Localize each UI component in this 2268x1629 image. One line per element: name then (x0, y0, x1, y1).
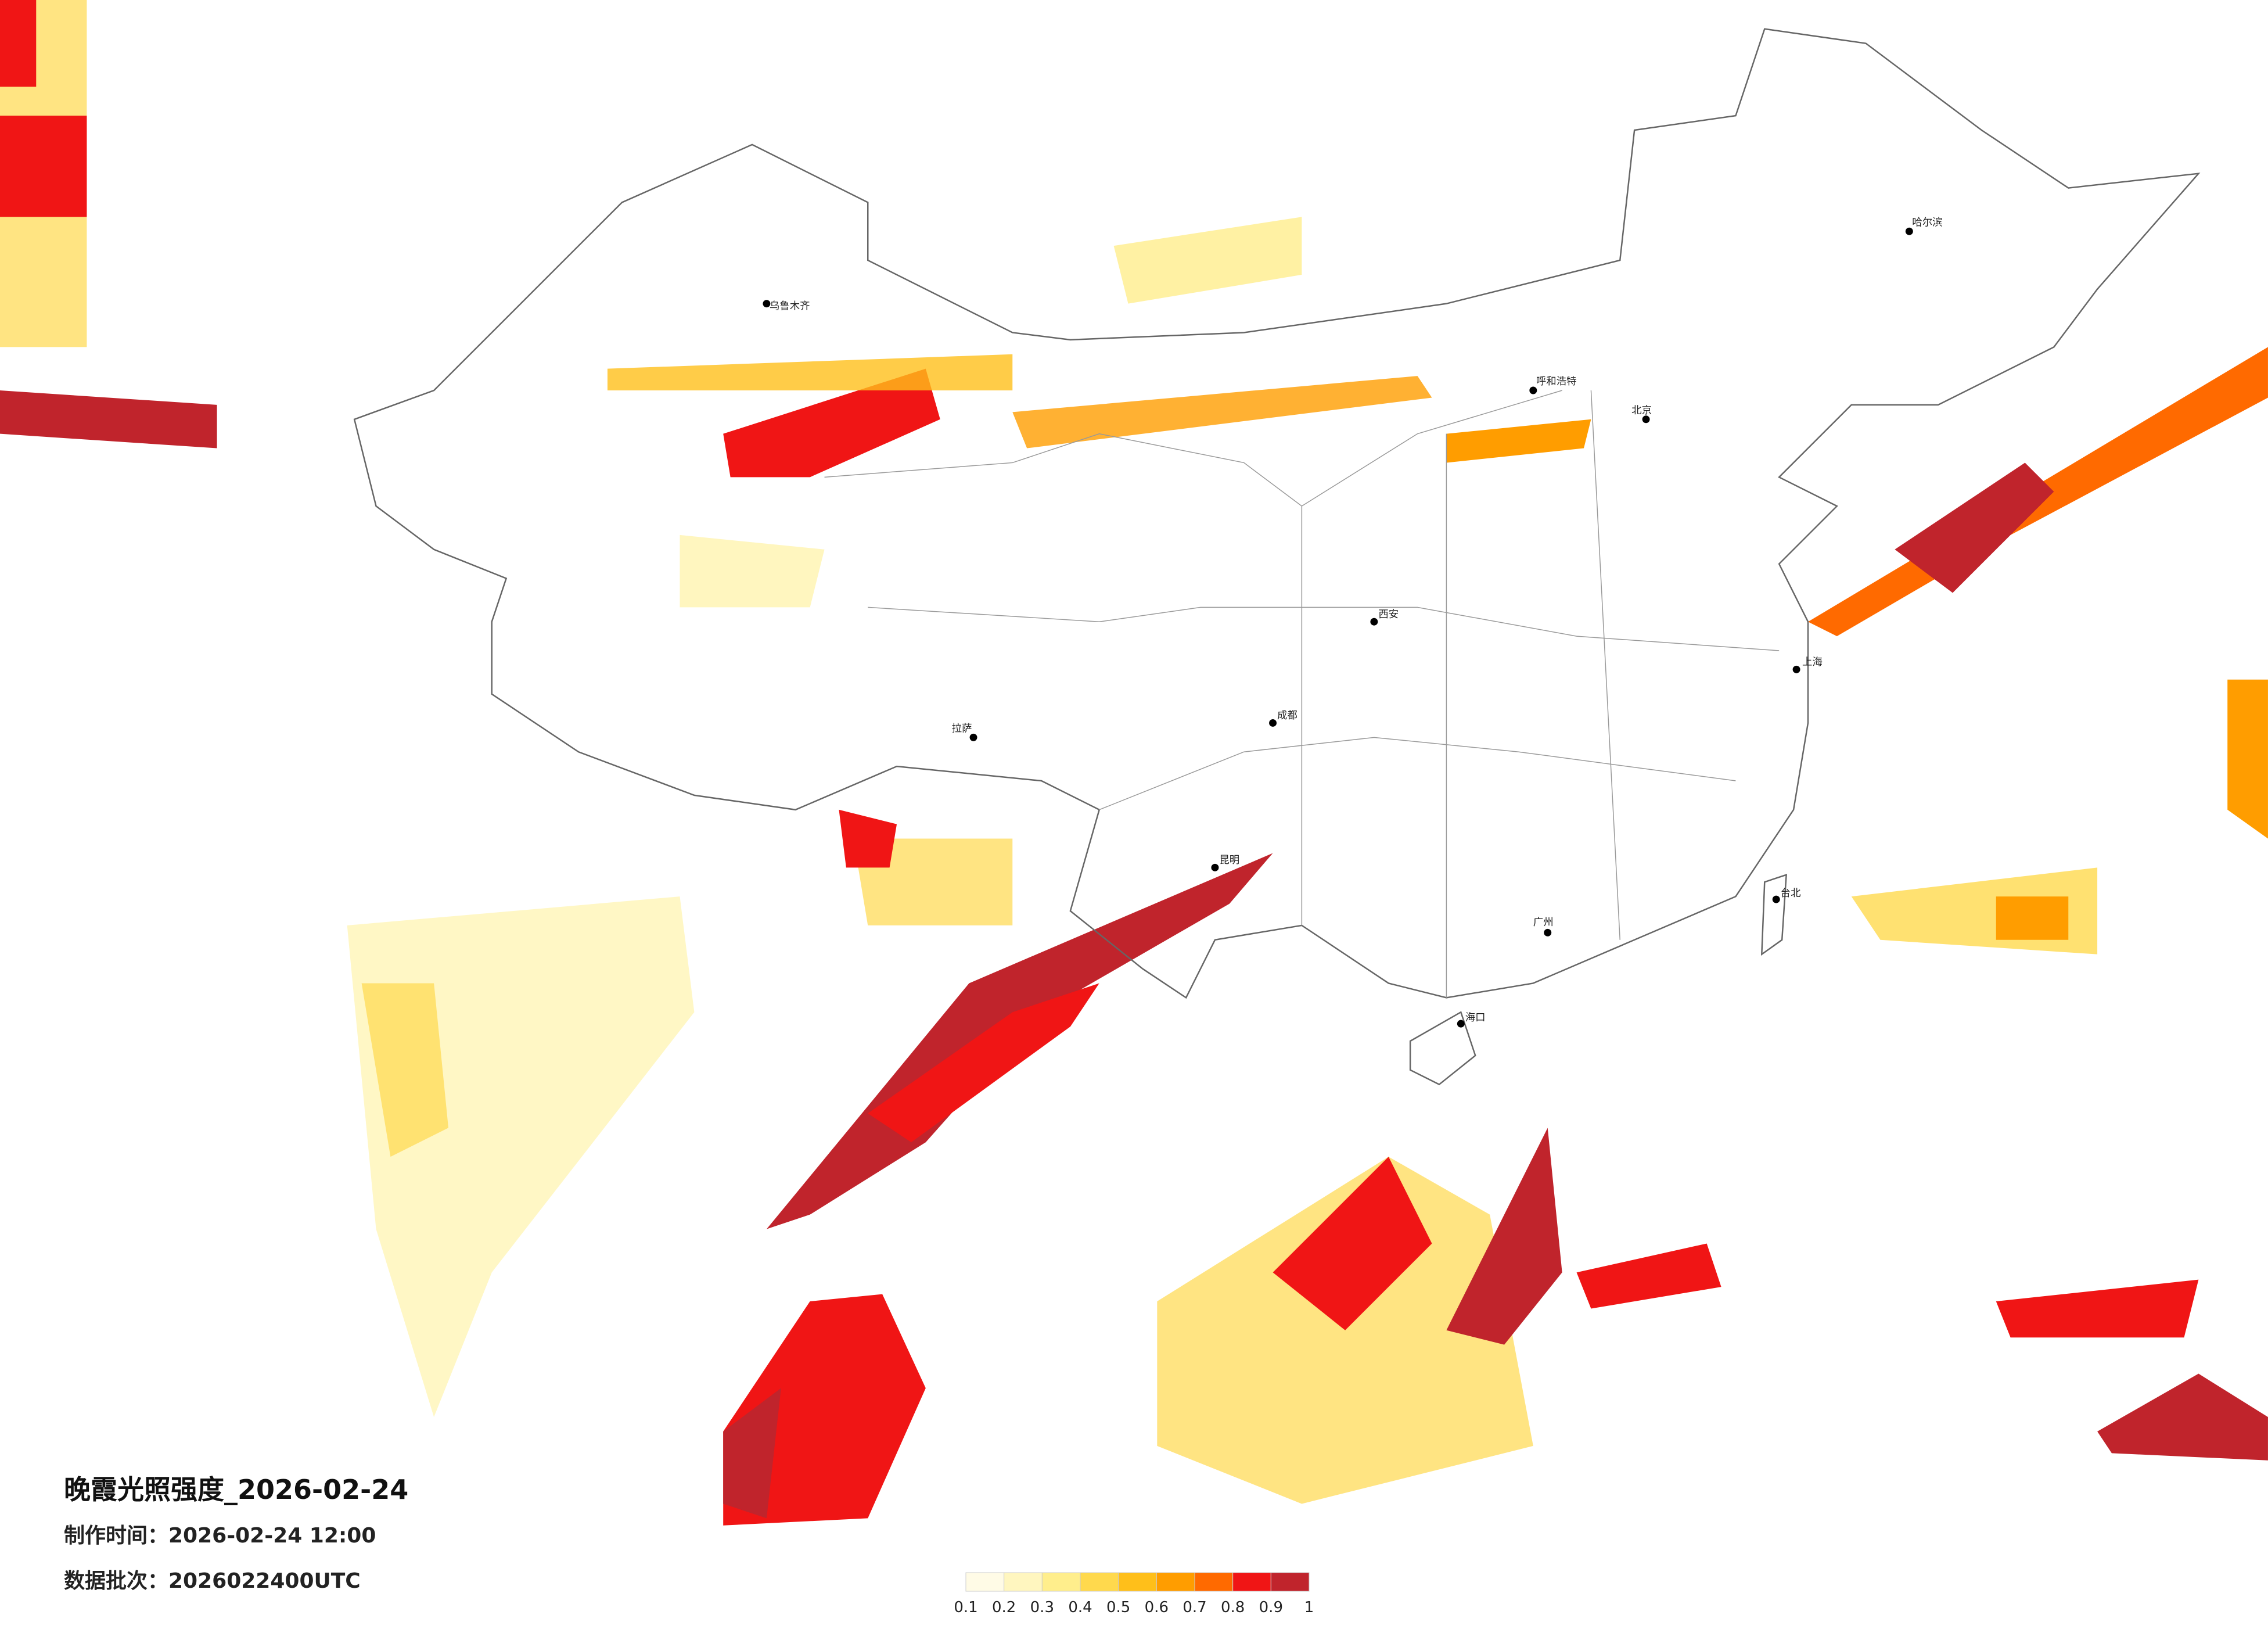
legend-swatch (1156, 1572, 1195, 1592)
city-label: 哈尔滨 (1912, 217, 1942, 228)
legend-tick-label: 0.5 (1106, 1599, 1130, 1616)
country-border (353, 28, 2201, 1086)
legend-swatch (1194, 1572, 1234, 1592)
city-label: 昆明 (1219, 855, 1239, 866)
city-label: 拉萨 (952, 723, 972, 734)
legend-swatch (1080, 1572, 1119, 1592)
legend-tick-label: 0.1 (954, 1599, 977, 1616)
legend-swatch (1118, 1572, 1157, 1592)
legend-tick-label: 0.3 (1030, 1599, 1054, 1616)
legend-swatch (1270, 1572, 1310, 1592)
city-label: 乌鲁木齐 (770, 301, 810, 313)
city-label: 台北 (1781, 888, 1801, 899)
legend-tick-label: 0.9 (1259, 1599, 1283, 1616)
legend: 0.1 0.2 0.3 0.4 0.5 0.6 0.7 0.8 0.9 1 (954, 1572, 1314, 1616)
city-label: 广州 (1533, 917, 1554, 928)
city-label: 呼和浩特 (1536, 376, 1577, 387)
map-layer: 北京 上海 广州 乌鲁木齐 哈尔滨 拉萨 成都 西安 昆明 海口 台北 呼和浩特 (0, 0, 2268, 1526)
city-label: 海口 (1465, 1012, 1486, 1024)
legend-swatch (1232, 1572, 1271, 1592)
legend-swatch (1041, 1572, 1081, 1592)
intensity-field (0, 0, 2268, 1526)
title: 晚霞光照强度_2026-02-24 (64, 1474, 408, 1505)
cities: 北京 上海 广州 乌鲁木齐 哈尔滨 拉萨 成都 西安 昆明 海口 台北 呼和浩特 (763, 217, 1943, 1028)
city-label: 成都 (1277, 710, 1297, 722)
batch: 数据批次：2026022400UTC (64, 1569, 361, 1593)
legend-tick-label: 0.4 (1068, 1599, 1092, 1616)
province-border (824, 390, 1780, 998)
legend-swatch (965, 1572, 1005, 1592)
legend-tick-label: 1 (1304, 1599, 1314, 1616)
legend-tick-label: 0.7 (1182, 1599, 1206, 1616)
city-label: 北京 (1631, 405, 1652, 417)
made-time: 制作时间：2026-02-24 12:00 (64, 1524, 376, 1548)
legend-swatch (1004, 1572, 1043, 1592)
legend-tick-label: 0.6 (1145, 1599, 1169, 1616)
legend-tick-label: 0.8 (1221, 1599, 1245, 1616)
city-label: 西安 (1378, 609, 1399, 620)
legend-tick-label: 0.2 (992, 1599, 1016, 1616)
city-label: 上海 (1802, 656, 1823, 668)
